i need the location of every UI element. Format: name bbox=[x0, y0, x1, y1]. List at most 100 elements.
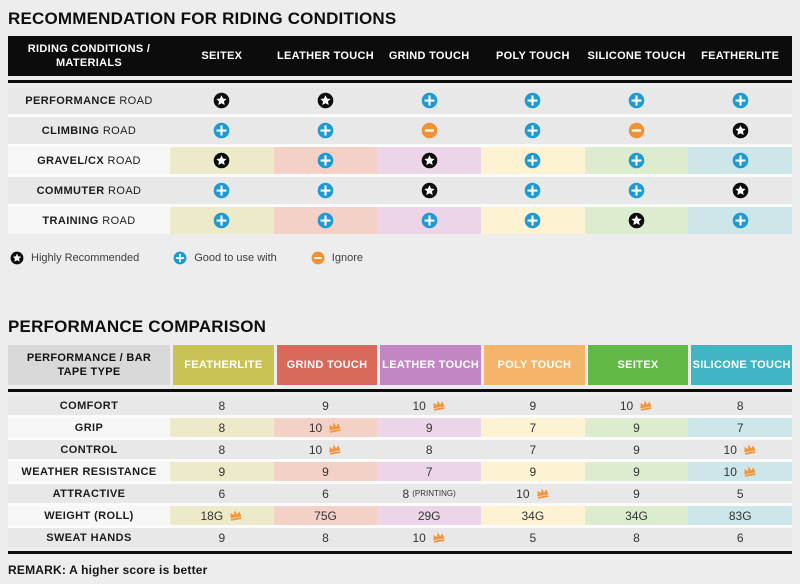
score-value: 7 bbox=[529, 420, 537, 435]
score-value: 8 bbox=[218, 420, 226, 435]
score-cell: 34G bbox=[481, 506, 585, 525]
table-row: TRAINING ROAD bbox=[8, 207, 793, 234]
score-cell: 7 bbox=[481, 418, 585, 437]
rating-cell bbox=[377, 177, 482, 204]
crown-icon bbox=[322, 421, 342, 433]
column-header: POLY TOUCH bbox=[495, 50, 570, 62]
rating-cell bbox=[688, 177, 793, 204]
row-label-suffix: ROAD bbox=[115, 94, 153, 107]
score-value: 75G bbox=[314, 508, 337, 523]
crown-icon bbox=[426, 531, 446, 543]
star-icon bbox=[213, 152, 230, 169]
plus-icon bbox=[524, 152, 541, 169]
score-cell: 9 bbox=[170, 528, 274, 547]
score-value: 10 bbox=[516, 486, 530, 501]
score-value: 7 bbox=[529, 442, 537, 457]
score-value: 9 bbox=[218, 464, 226, 479]
score-value: 7 bbox=[425, 464, 433, 479]
crown-icon bbox=[223, 509, 243, 521]
star-icon bbox=[317, 92, 334, 109]
rating-cell bbox=[481, 147, 585, 174]
row-label-bold: GRAVEL/CX bbox=[37, 154, 105, 167]
score-value: 9 bbox=[633, 486, 640, 501]
rating-cell bbox=[481, 117, 585, 144]
score-cell: 34G bbox=[584, 506, 689, 525]
row-label: GRIP bbox=[8, 418, 170, 437]
score-cell: 5 bbox=[688, 484, 793, 503]
column-header: SILICONE TOUCH bbox=[587, 50, 686, 62]
score-cell: 8 bbox=[170, 396, 274, 415]
star-icon bbox=[732, 182, 749, 199]
score-value: 9 bbox=[529, 464, 537, 479]
star-icon bbox=[421, 182, 438, 199]
plus-icon bbox=[421, 212, 438, 229]
legend: Highly Recommended Good to use with Ignore bbox=[8, 250, 792, 266]
riding-conditions-rows: PERFORMANCE ROAD CLIMBING ROAD GRAVEL/CX R… bbox=[8, 87, 793, 234]
table-row: COMMUTER ROAD bbox=[8, 177, 793, 204]
row-label: GRAVEL/CX ROAD bbox=[8, 147, 170, 174]
rating-cell bbox=[170, 177, 274, 204]
rating-cell bbox=[481, 87, 585, 114]
score-value: 6 bbox=[322, 486, 329, 501]
rating-cell bbox=[170, 117, 274, 144]
score-value: 8 bbox=[633, 530, 640, 545]
rating-cell bbox=[688, 147, 793, 174]
table-row: CONTROL 8 10 8 7 9 10 bbox=[8, 440, 793, 459]
score-value: 8 bbox=[402, 486, 410, 501]
column-header: POLY TOUCH bbox=[484, 345, 585, 385]
score-value: 10 bbox=[723, 442, 737, 457]
column-header: FEATHERLITE bbox=[173, 345, 274, 385]
row-label: WEATHER RESISTANCE bbox=[8, 462, 170, 481]
star-icon bbox=[10, 251, 24, 265]
score-cell: 9 bbox=[584, 462, 689, 481]
rating-cell bbox=[688, 117, 793, 144]
table-row: PERFORMANCE ROAD bbox=[8, 87, 793, 114]
plus-icon bbox=[628, 182, 645, 199]
star-icon bbox=[732, 122, 749, 139]
divider-rule bbox=[8, 80, 792, 83]
row-label: CONTROL bbox=[8, 440, 170, 459]
score-value: 10 bbox=[412, 530, 426, 545]
score-value: 9 bbox=[322, 464, 329, 479]
plus-icon bbox=[317, 122, 334, 139]
row-label: PERFORMANCE ROAD bbox=[8, 87, 170, 114]
score-value: 9 bbox=[633, 464, 640, 479]
legend-item: Good to use with bbox=[173, 251, 277, 265]
score-cell: 10 bbox=[481, 484, 585, 503]
score-cell: 10 bbox=[584, 396, 689, 415]
score-value: 7 bbox=[736, 420, 744, 435]
star-icon bbox=[421, 152, 438, 169]
score-value: 8 bbox=[322, 530, 329, 545]
column-header: LEATHER TOUCH bbox=[277, 50, 374, 62]
rating-cell bbox=[170, 207, 274, 234]
table-row: SWEAT HANDS 9 8 10 5 8 6 bbox=[8, 528, 793, 547]
legend-item: Highly Recommended bbox=[10, 251, 139, 265]
plus-icon bbox=[732, 92, 749, 109]
score-value: 9 bbox=[218, 530, 226, 545]
score-value: 34G bbox=[625, 508, 648, 523]
rating-cell bbox=[584, 177, 689, 204]
score-cell: 9 bbox=[584, 440, 689, 459]
crown-icon bbox=[322, 443, 342, 455]
score-value: 10 bbox=[619, 398, 634, 413]
score-cell: 83G bbox=[688, 506, 793, 525]
table-row: GRIP 8 10 9 7 9 7 bbox=[8, 418, 793, 437]
riding-conditions-header-row: RIDING CONDITIONS / MATERIALS SEITEX LEAT… bbox=[8, 36, 792, 76]
plus-icon bbox=[317, 152, 334, 169]
score-value: 9 bbox=[633, 420, 640, 435]
crown-icon bbox=[426, 399, 446, 411]
score-cell: 75G bbox=[273, 506, 378, 525]
star-icon bbox=[628, 212, 645, 229]
score-cell: 18G bbox=[170, 506, 274, 525]
rating-cell bbox=[377, 147, 482, 174]
score-value: 83G bbox=[728, 508, 752, 523]
rating-cell bbox=[377, 87, 482, 114]
legend-item: Ignore bbox=[311, 251, 363, 265]
row-label-bold: COMMUTER bbox=[36, 184, 105, 197]
column-header: FEATHERLITE bbox=[701, 50, 780, 62]
plus-icon bbox=[524, 122, 541, 139]
plus-icon bbox=[628, 152, 645, 169]
score-value: 9 bbox=[425, 420, 433, 435]
column-header: LEATHER TOUCH bbox=[380, 345, 482, 385]
